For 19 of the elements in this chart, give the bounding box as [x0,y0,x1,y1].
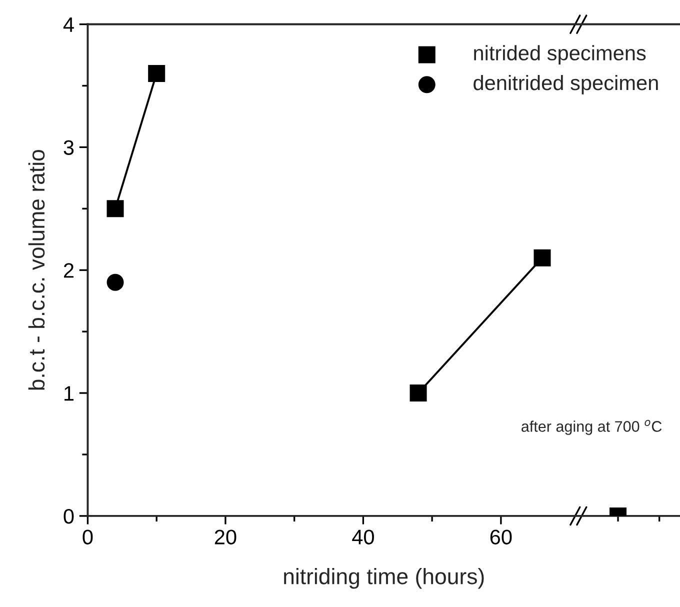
legend-label: denitrided specimen [474,74,658,94]
y-tick-label: 4 [63,17,74,32]
x-tick-label: 20 [214,530,236,544]
legend-label: nitrided specimens [474,45,646,65]
x-axis-title: nitriding time (hours) [284,568,484,589]
annotation: after aging at 700 $^{o}$C [522,420,662,435]
x-tick-label: 40 [352,530,374,544]
point [534,249,551,266]
x-tick-label: 60 [490,530,512,544]
y-tick-label: 2 [64,263,74,278]
y-axis-title: b.c.t - b.c.c. volume ratio [28,150,45,390]
y-tick-label: 3 [64,140,74,155]
x-tick-label: 0 [82,530,93,544]
y-tick-label: 0 [64,508,74,524]
point [410,384,427,402]
y-tick-label: 1 [64,386,74,401]
point [148,64,166,82]
point [106,200,124,218]
point [106,274,124,291]
